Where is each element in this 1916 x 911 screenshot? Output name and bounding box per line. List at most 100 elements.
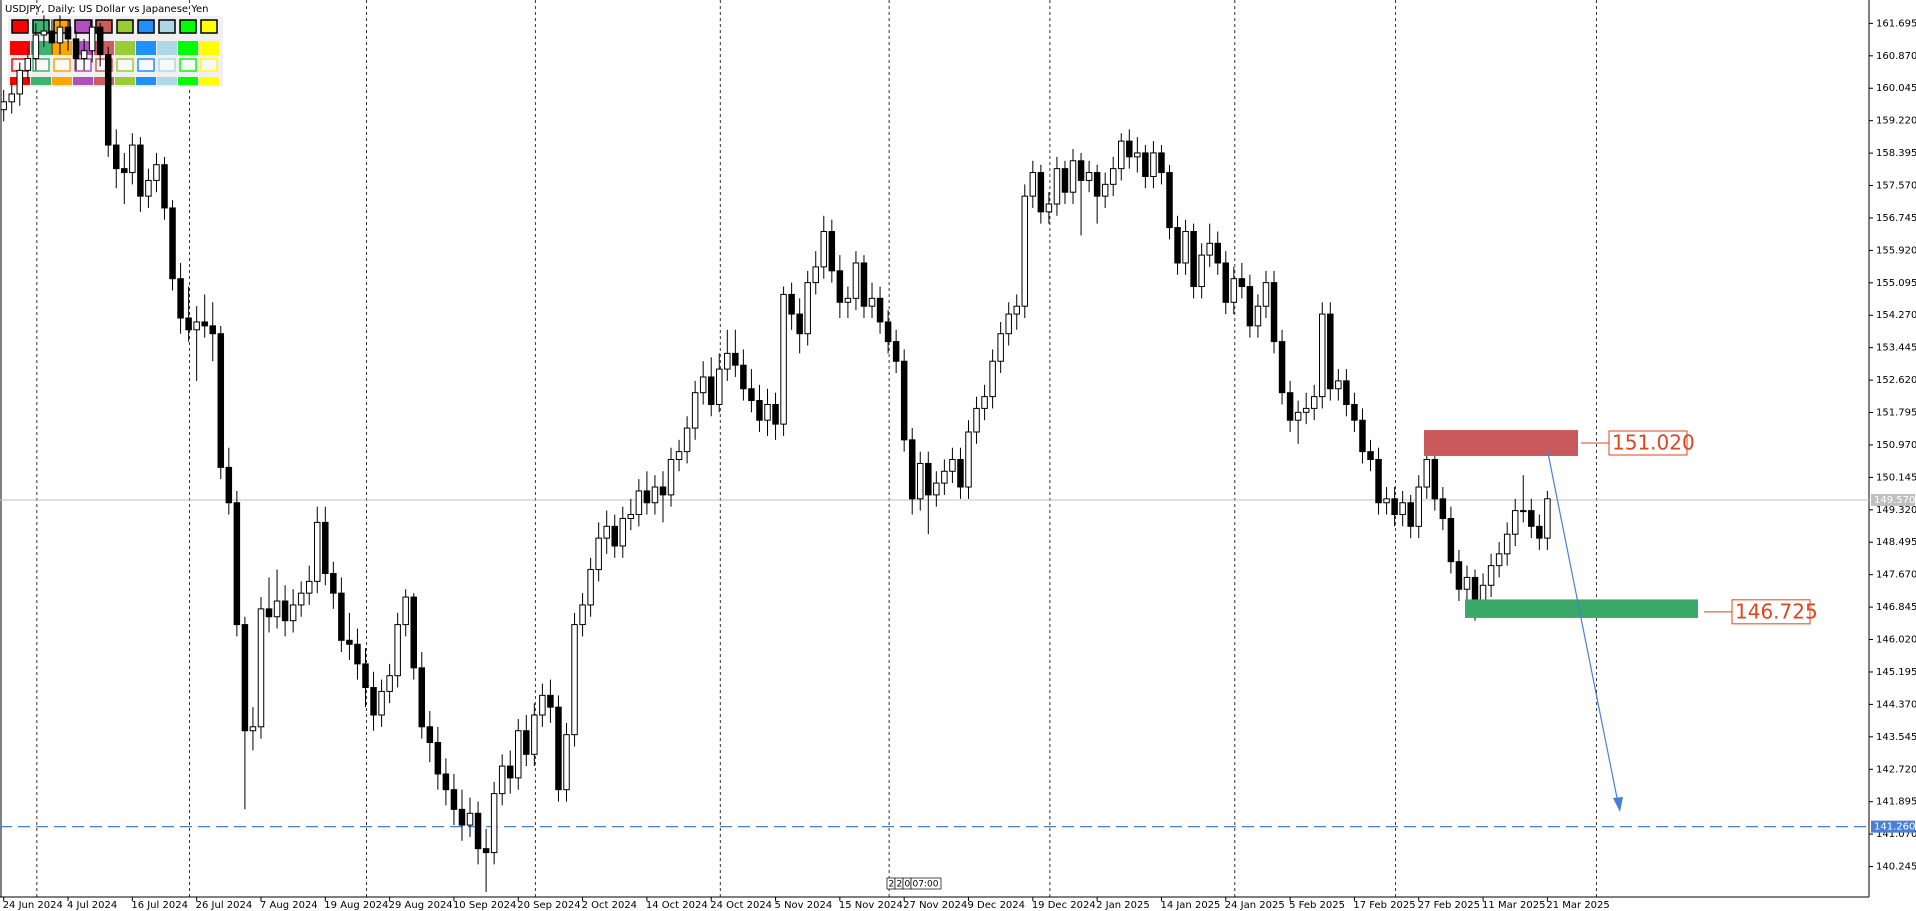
candle-body xyxy=(1536,525,1543,539)
candle-body xyxy=(1327,313,1334,390)
palette-swatch xyxy=(11,19,29,34)
zone-label: 151.020 xyxy=(1612,430,1695,454)
candle-body xyxy=(908,439,916,500)
candle-body xyxy=(748,388,755,402)
y-tick-label: 148.495 xyxy=(1876,537,1916,548)
candle-body xyxy=(579,604,586,626)
candle-body xyxy=(892,341,900,362)
candle-body xyxy=(490,793,498,854)
y-tick-label: 160.045 xyxy=(1876,83,1916,94)
price-zone xyxy=(1424,430,1578,456)
candle-body xyxy=(1423,459,1431,488)
candle-body xyxy=(1182,231,1189,264)
candle-body xyxy=(772,403,779,425)
candle-body xyxy=(418,667,426,728)
palette-swatch xyxy=(10,41,30,55)
candle-body xyxy=(362,663,369,688)
candle-body xyxy=(426,726,434,744)
candle-body xyxy=(619,517,627,547)
candle-body xyxy=(161,164,168,209)
candle-body xyxy=(482,848,490,854)
candle-body xyxy=(16,69,24,95)
candle-body xyxy=(394,624,401,677)
y-tick-label: 151.795 xyxy=(1876,408,1916,419)
candle-body xyxy=(699,376,707,394)
candle-body xyxy=(884,321,892,343)
candle-body xyxy=(523,730,530,755)
candle-body xyxy=(378,690,385,716)
candle-body xyxy=(273,600,281,618)
candle-body xyxy=(322,521,329,574)
cursor-time: 2 xyxy=(897,880,903,890)
candle-body xyxy=(1214,242,1221,264)
candle-body xyxy=(1383,498,1390,504)
candle-body xyxy=(587,569,594,606)
candle-body xyxy=(635,490,643,516)
candle-body xyxy=(973,407,980,433)
candle-body xyxy=(836,270,844,303)
candle-body xyxy=(651,486,659,504)
candle-body xyxy=(1415,486,1422,527)
y-tick-label: 157.570 xyxy=(1876,181,1916,192)
cursor-time-box xyxy=(910,877,942,890)
y-tick-label: 146.845 xyxy=(1876,602,1916,613)
x-tick-label: 17 Feb 2025 xyxy=(1353,900,1415,911)
y-tick-label: 147.670 xyxy=(1876,570,1916,581)
candle-body xyxy=(780,293,787,425)
candle-body xyxy=(965,431,972,488)
chart-title: USDJPY, Daily: US Dollar vs Japanese Yen xyxy=(5,4,209,15)
candle-body xyxy=(64,26,72,40)
candle-body xyxy=(80,50,88,60)
palette-swatch xyxy=(116,58,134,72)
candle-body xyxy=(1495,553,1503,567)
candle-body xyxy=(1085,172,1093,181)
candle-body xyxy=(1109,168,1117,185)
candle-body xyxy=(1528,510,1535,527)
y-tick-label: 159.220 xyxy=(1876,116,1916,127)
candle-body xyxy=(1407,502,1414,527)
candle-body xyxy=(1431,459,1439,500)
candle-body xyxy=(177,278,184,319)
candle-body xyxy=(48,30,56,44)
candle-body xyxy=(1391,498,1398,516)
candle-body xyxy=(506,765,514,779)
candle-body xyxy=(876,297,884,323)
y-tick-label: 156.745 xyxy=(1876,213,1916,224)
zone-label-box xyxy=(1731,599,1811,625)
zone-label-box xyxy=(1608,430,1688,456)
candle-body xyxy=(957,459,964,488)
candle-body xyxy=(732,352,739,366)
candle-body xyxy=(989,360,996,398)
candle-body xyxy=(8,93,15,103)
palette-swatch xyxy=(136,41,156,55)
candle-body xyxy=(555,706,562,791)
candle-body xyxy=(346,639,353,645)
candle-body xyxy=(314,521,321,582)
x-tick-label: 9 Dec 2024 xyxy=(968,900,1026,911)
y-tick-label: 153.445 xyxy=(1876,343,1916,354)
candle-body xyxy=(796,313,803,335)
candle-body xyxy=(56,26,64,44)
y-tick-label: 155.920 xyxy=(1876,245,1916,256)
x-tick-label: 11 Mar 2025 xyxy=(1482,900,1545,911)
x-tick-label: 24 Jun 2024 xyxy=(3,900,63,911)
y-tick-label: 149.320 xyxy=(1876,505,1916,516)
candle-body xyxy=(900,360,908,441)
candle-body xyxy=(241,624,249,732)
candle-body xyxy=(1487,565,1495,586)
candle-body xyxy=(1351,403,1358,421)
candle-body xyxy=(1503,533,1511,555)
candle-body xyxy=(32,34,40,60)
candle-body xyxy=(386,675,393,692)
candle-body xyxy=(603,525,610,539)
candle-body xyxy=(40,30,48,36)
candle-body xyxy=(96,26,104,56)
candle-body xyxy=(563,734,570,791)
candle-body xyxy=(1037,172,1045,213)
candle-body xyxy=(305,580,313,594)
x-tick-label: 19 Dec 2024 xyxy=(1032,900,1096,911)
candle-body xyxy=(265,608,273,618)
candle-body xyxy=(338,592,345,641)
candle-body xyxy=(1126,140,1133,158)
